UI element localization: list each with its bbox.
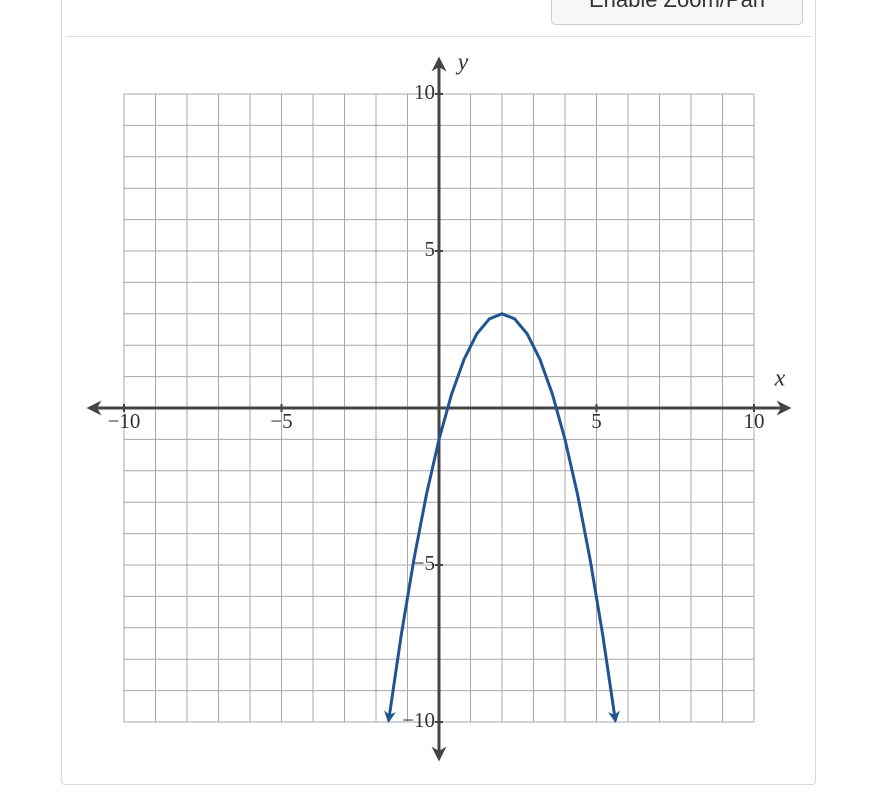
x-tick-label: 5 bbox=[591, 409, 602, 433]
x-axis-label: x bbox=[774, 366, 786, 392]
y-axis-label: y bbox=[456, 50, 469, 76]
y-tick-label: 5 bbox=[425, 237, 436, 261]
x-tick-label: −5 bbox=[270, 409, 292, 433]
separator bbox=[66, 36, 812, 37]
y-tick-label: 10 bbox=[414, 80, 435, 104]
x-tick-label: −10 bbox=[108, 409, 141, 433]
y-tick-label: −10 bbox=[402, 708, 435, 732]
x-tick-label: 10 bbox=[744, 409, 765, 433]
zoom-button[interactable]: Enable Zoom/Pan bbox=[551, 0, 803, 25]
curve bbox=[384, 312, 620, 724]
y-tick-label: −5 bbox=[413, 551, 435, 575]
panel bbox=[61, 0, 816, 785]
